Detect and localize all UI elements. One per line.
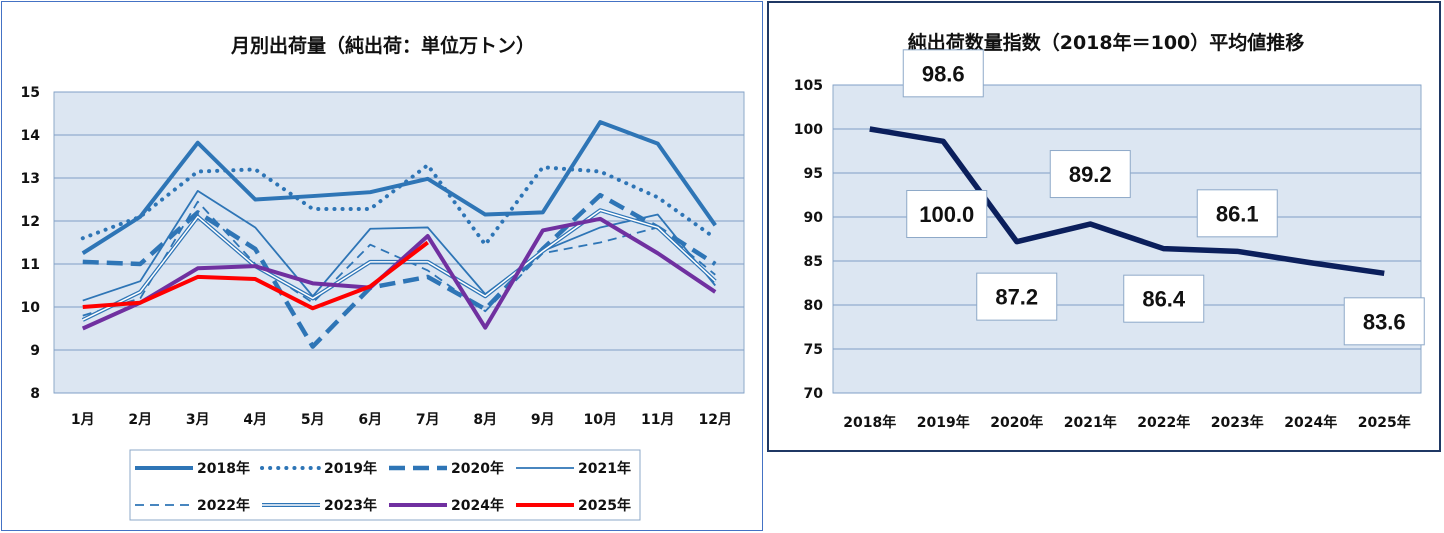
x-tick-label: 2022年 [1137,414,1190,431]
data-label: 100.0 [906,190,988,238]
data-label-text: 87.2 [995,285,1038,310]
x-tick-label: 2025年 [1358,414,1411,431]
legend-box [129,449,641,521]
x-tick-label: 2019年 [917,414,970,431]
series-path [82,192,717,349]
y-tick-label: 75 [804,342,823,358]
x-tick-label: 10月 [584,412,617,428]
legend-label: 2023年 [324,497,377,514]
x-tick-label: 11月 [641,412,674,428]
x-tick-label: 7月 [416,412,440,428]
legend-label: 2025年 [578,497,631,514]
data-label: 87.2 [976,272,1058,321]
legend-entry: 2022年 [135,497,250,514]
data-label-text: 89.2 [1069,162,1112,187]
x-tick-label: 2月 [128,412,152,428]
y-tick-label: 12 [21,214,40,230]
legend-entry: 2019年 [260,460,377,477]
y-tick-label: 100 [794,122,823,138]
legend-label: 2020年 [451,460,504,477]
x-tick-label: 5月 [301,412,325,428]
data-label-box [1343,297,1425,346]
data-label-box [1196,189,1278,238]
x-tick-label: 2020年 [990,414,1043,431]
legend-entry: 2018年 [135,460,250,477]
series-line [80,163,718,247]
index-series-line [869,126,1385,277]
x-tick-label: 3月 [186,412,210,428]
x-tick-label: 2023年 [1211,414,1264,431]
data-label: 89.2 [1049,150,1131,199]
y-tick-label: 13 [21,171,40,187]
data-label: 86.1 [1196,189,1278,238]
plot-area [53,91,745,394]
y-tick-label: 80 [804,298,824,314]
data-label: 83.6 [1343,297,1425,346]
data-label-text: 83.6 [1363,309,1406,334]
legend-label: 2022年 [197,497,250,514]
x-tick-label: 8月 [473,412,497,428]
index-average-chart: 純出荷数量指数（2018年＝100）平均値推移 70 75 80 85 90 95 100 10… [794,31,1425,431]
x-tick-label: 2018年 [843,414,896,431]
x-tick-label: 6月 [358,412,382,428]
y-tick-label: 70 [804,386,824,402]
series-line [82,240,429,311]
legend-entry: 2020年 [389,460,504,477]
data-label-box [976,272,1058,321]
data-label-box [1123,274,1205,323]
legend-label: 2018年 [197,460,250,477]
chart-title: 純出荷数量指数（2018年＝100）平均値推移 [908,31,1305,54]
legend-label: 2021年 [578,460,631,477]
data-label-box [902,49,984,98]
data-label-text: 100.0 [919,202,974,227]
index-average-chart-panel: 純出荷数量指数（2018年＝100）平均値推移 70 75 80 85 90 95 100 10… [767,1,1441,452]
data-label: 86.4 [1123,274,1205,323]
x-tick-label: 1月 [71,412,95,428]
series-path [81,216,717,331]
x-tick-label: 2024年 [1284,414,1337,431]
x-tick-label: 9月 [531,412,555,428]
x-tick-label: 12月 [699,412,732,428]
y-tick-label: 95 [804,166,823,182]
x-tick-label: 2021年 [1064,414,1117,431]
data-label: 98.6 [902,49,984,98]
y-tick-label: 14 [21,128,41,144]
data-label-box [1049,150,1131,199]
data-label-box [906,190,988,238]
legend-entry: 2024年 [389,497,504,514]
y-tick-label: 85 [804,254,823,270]
y-tick-label: 8 [30,386,40,402]
data-label-text: 86.4 [1142,287,1186,312]
chart-title: 月別出荷量（純出荷：単位万トン） [230,34,535,57]
data-label-text: 98.6 [922,61,965,86]
legend-label: 2024年 [451,497,504,514]
y-tick-label: 105 [794,78,823,94]
series-path [82,200,716,317]
y-tick-label: 9 [30,343,40,359]
x-tick-label: 4月 [243,412,267,428]
series-path [80,163,718,247]
legend-label: 2019年 [324,460,377,477]
y-tick-label: 90 [804,210,824,226]
monthly-shipment-chart-panel: 月別出荷量（純出荷：単位万トン） 8 9 10 11 12 13 14 15 1月 2月 3月 4月 5月… [1,1,763,531]
legend-entry: 2021年 [516,460,631,477]
y-tick-label: 15 [21,85,40,101]
monthly-shipment-chart: 月別出荷量（純出荷：単位万トン） 8 9 10 11 12 13 14 15 1月 2月 3月 4月 5月… [21,34,745,521]
legend-entry: 2023年 [262,497,377,514]
legend-entry: 2025年 [516,497,631,514]
y-tick-label: 10 [21,300,41,316]
y-tick-label: 11 [21,257,40,273]
data-label-text: 86.1 [1216,201,1259,226]
